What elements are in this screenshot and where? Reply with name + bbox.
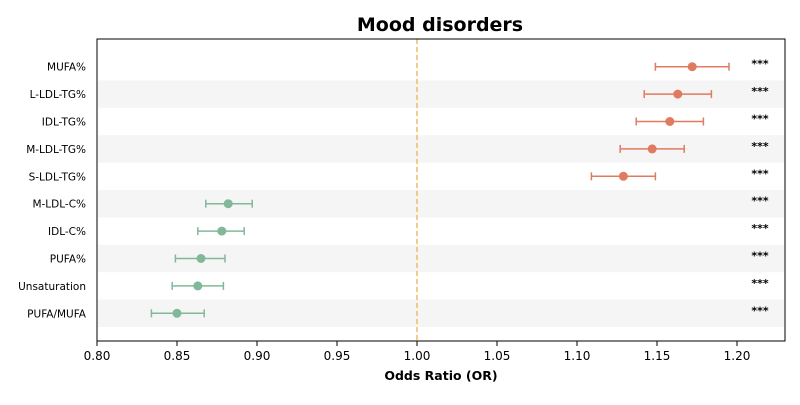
data-points-layer — [150, 62, 730, 318]
x-tick-label: 0.80 — [84, 349, 111, 363]
x-tick-label: 0.90 — [244, 349, 271, 363]
x-axis-ticks: 0.80 0.85 0.90 0.95 1.00 1.05 1.10 1.15 1.20 — [84, 341, 751, 363]
or-point — [172, 308, 182, 318]
y-label: IDL-C% — [48, 226, 86, 238]
or-point — [193, 281, 203, 291]
y-axis-labels: MUFA% L-LDL-TG% IDL-TG% M-LDL-TG% S-LDL-TG% M… — [18, 62, 87, 321]
significance-label: *** — [751, 277, 769, 290]
significance-label: *** — [751, 85, 769, 98]
row-stripes — [98, 80, 784, 327]
significance-label: *** — [751, 140, 769, 153]
y-label: Unsaturation — [18, 281, 86, 293]
or-point — [665, 117, 675, 126]
significance-label: *** — [751, 222, 769, 235]
significance-label: *** — [751, 304, 769, 317]
significance-label: *** — [751, 113, 769, 126]
significance-label: *** — [751, 167, 769, 180]
y-label: PUFA/MUFA — [27, 308, 87, 320]
significance-label: *** — [751, 250, 769, 263]
row-stripe — [98, 299, 784, 327]
y-label: M-LDL-C% — [32, 199, 86, 211]
or-point — [673, 89, 683, 99]
or-point — [196, 254, 206, 263]
x-tick-label: 1.00 — [404, 349, 431, 363]
x-tick-label: 1.20 — [724, 349, 751, 363]
significance-labels: *** *** *** *** *** *** *** *** *** *** — [751, 58, 769, 318]
row-stripe — [98, 190, 784, 218]
x-tick-label: 0.85 — [164, 349, 191, 363]
y-label: M-LDL-TG% — [26, 144, 86, 156]
significance-label: *** — [751, 58, 769, 71]
x-axis-label: Odds Ratio (OR) — [384, 368, 497, 383]
or-point — [223, 199, 233, 209]
x-tick-label: 1.05 — [484, 349, 511, 363]
y-label: L-LDL-TG% — [30, 89, 86, 101]
y-label: S-LDL-TG% — [29, 171, 86, 183]
or-point — [687, 62, 697, 72]
chart-title: Mood disorders — [357, 14, 523, 36]
y-label: IDL-TG% — [42, 117, 86, 129]
x-tick-label: 1.10 — [564, 349, 591, 363]
or-point — [217, 226, 227, 236]
y-label: PUFA% — [50, 254, 86, 266]
y-label: MUFA% — [47, 62, 86, 74]
x-tick-label: 0.95 — [324, 349, 351, 363]
x-tick-label: 1.15 — [644, 349, 671, 363]
or-point — [647, 144, 657, 154]
plot-frame — [96, 38, 786, 342]
or-point — [618, 171, 628, 181]
significance-label: *** — [751, 195, 769, 208]
